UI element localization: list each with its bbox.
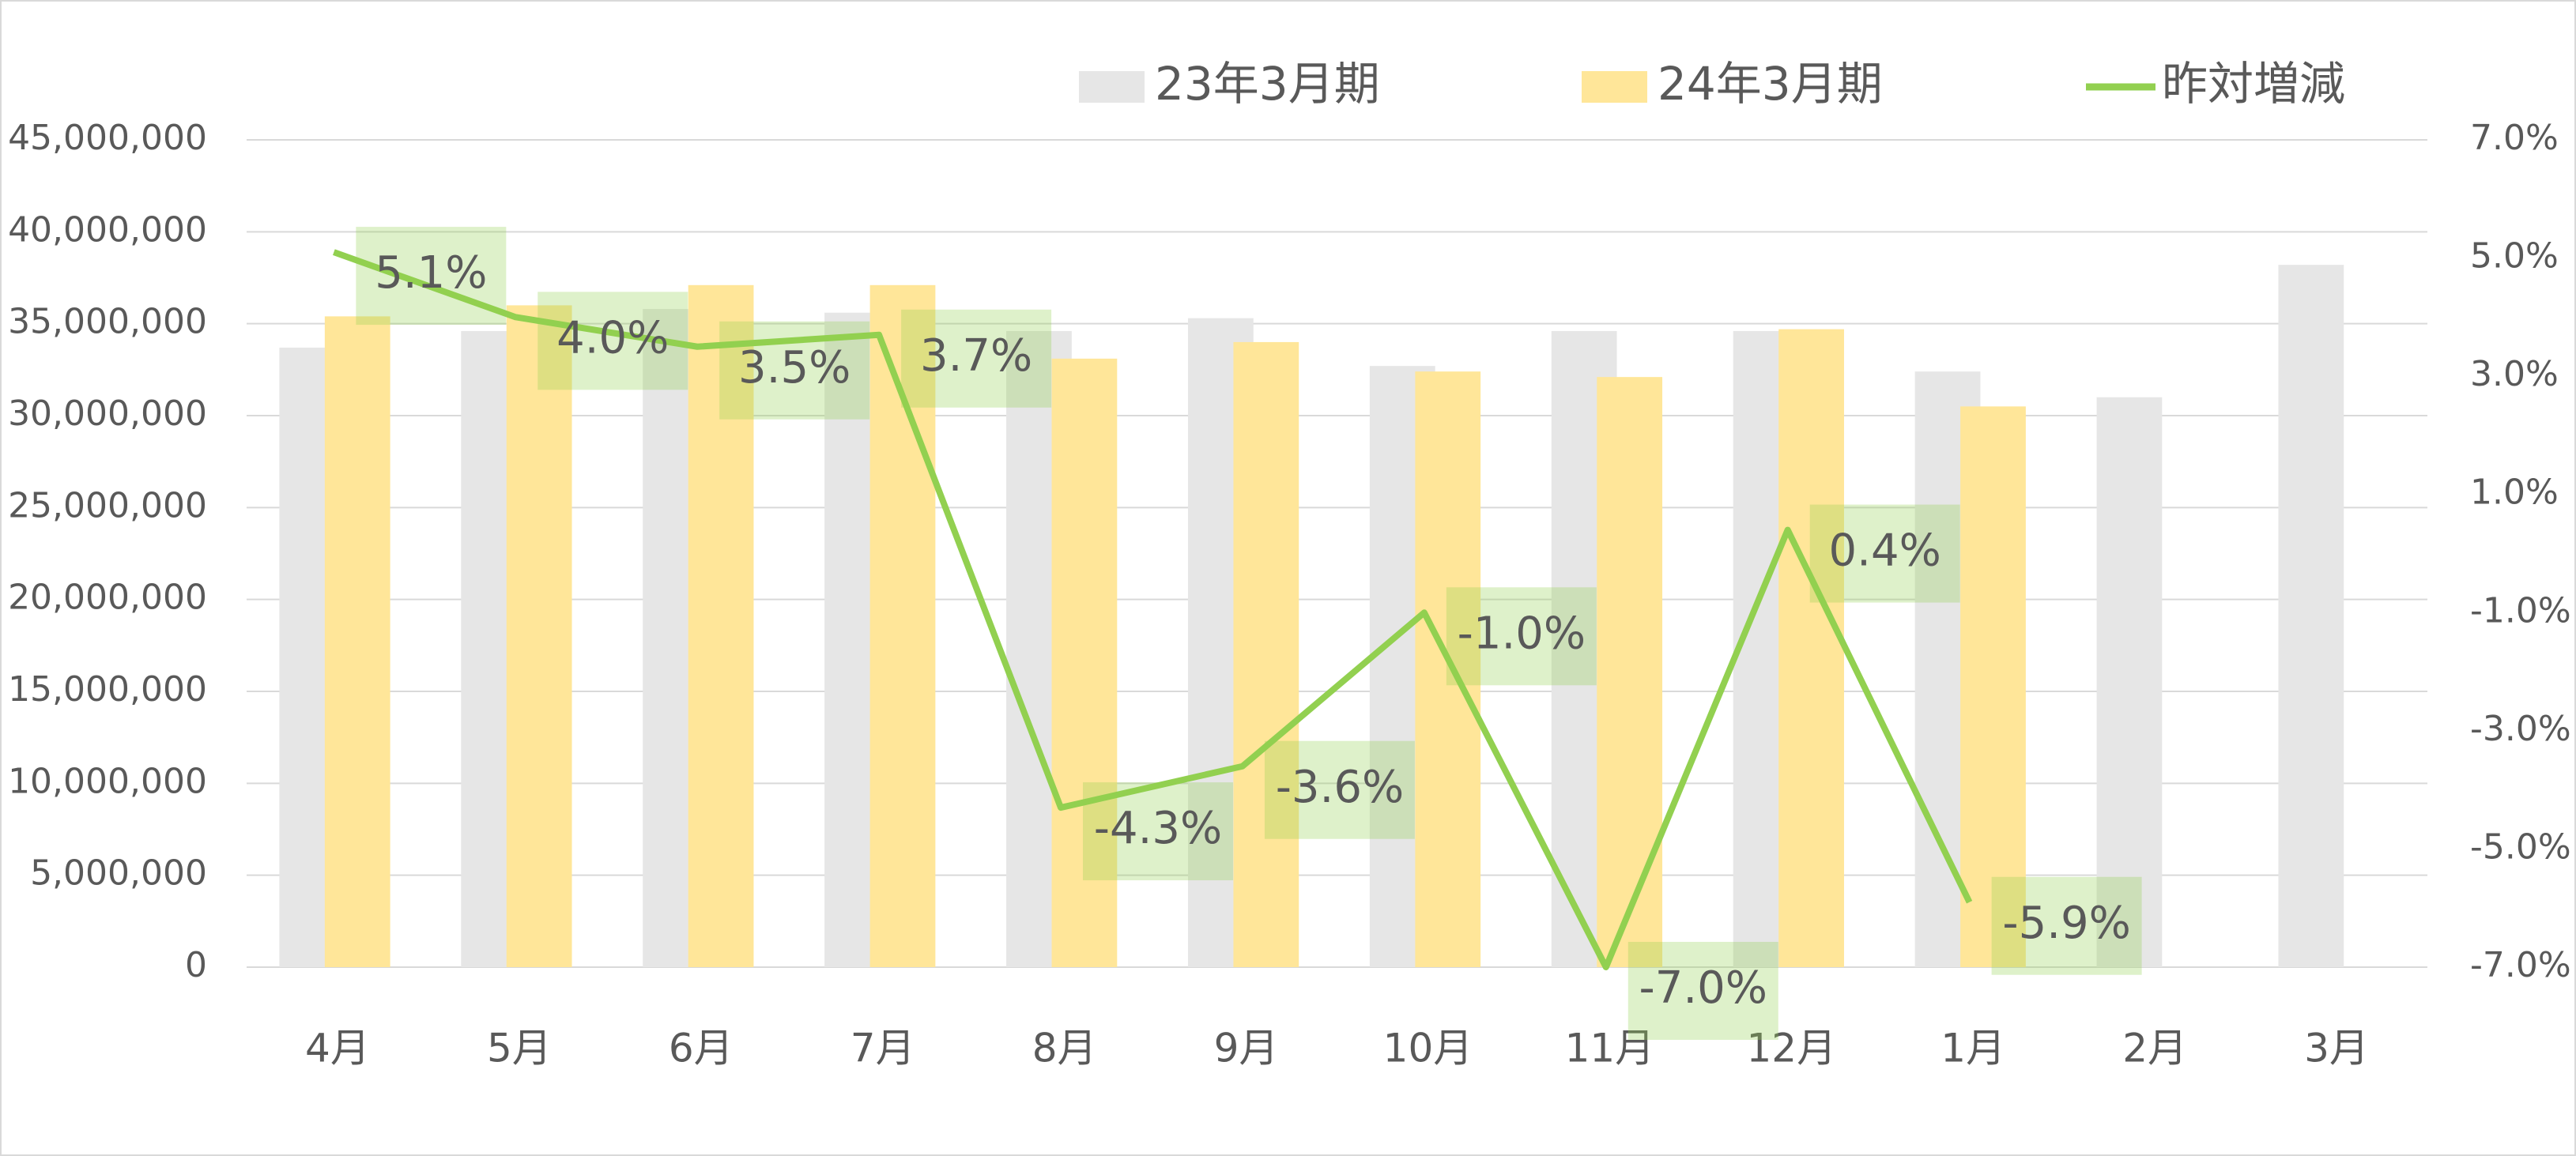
y2-tick-label: -7.0% (2470, 945, 2571, 985)
x-tick-label: 12月 (1746, 1026, 1836, 1071)
value-label-box (1627, 942, 1778, 1040)
y2-tick-label: -3.0% (2470, 709, 2571, 749)
value-label: -5.9% (2002, 898, 2130, 949)
x-tick-label: 3月 (2304, 1026, 2369, 1071)
y2-tick-label: 1.0% (2470, 473, 2559, 513)
value-label-box (1809, 504, 1960, 603)
value-label: 5.1% (375, 247, 487, 299)
y-tick-label: 25,000,000 (8, 485, 207, 525)
y2-tick-label: 3.0% (2470, 354, 2559, 394)
y-tick-label: 0 (185, 945, 207, 985)
value-label-box (1264, 740, 1415, 839)
value-label-box (537, 292, 688, 390)
y2-tick-label: 5.0% (2470, 236, 2559, 277)
bar (2096, 397, 2163, 967)
value-label-box (901, 309, 1052, 408)
x-tick-label: 10月 (1383, 1026, 1473, 1071)
y-tick-label: 5,000,000 (30, 853, 207, 894)
value-label: 3.7% (920, 330, 1032, 382)
value-label-box (1446, 587, 1597, 686)
y-tick-label: 30,000,000 (8, 393, 207, 434)
value-label: -1.0% (1458, 608, 1586, 659)
value-label-box (1991, 876, 2142, 975)
bar (1597, 377, 1663, 967)
legend-label: 昨対増減 (2162, 57, 2345, 111)
value-label: 0.4% (1829, 525, 1941, 577)
value-label-box (719, 321, 870, 420)
bar (324, 316, 390, 967)
value-label-box (356, 227, 507, 326)
legend-label: 23年3月期 (1155, 57, 1380, 111)
legend-label: 24年3月期 (1658, 57, 1883, 111)
bar (1960, 406, 2026, 967)
x-tick-label: 5月 (487, 1026, 552, 1071)
bar (1051, 358, 1118, 968)
legend-swatch (1079, 71, 1145, 103)
x-tick-label: 9月 (1214, 1026, 1279, 1071)
value-label: 3.5% (738, 342, 850, 393)
y-tick-label: 45,000,000 (8, 118, 207, 158)
y2-tick-label: 7.0% (2470, 118, 2559, 158)
y-tick-label: 15,000,000 (8, 669, 207, 710)
x-tick-label: 1月 (1940, 1026, 2005, 1071)
value-label: -4.3% (1094, 803, 1222, 854)
y2-tick-label: -1.0% (2470, 590, 2571, 631)
x-tick-label: 11月 (1565, 1026, 1655, 1071)
value-label: 4.0% (556, 312, 669, 363)
bar (688, 284, 754, 968)
y-tick-label: 40,000,000 (8, 209, 207, 250)
line (333, 249, 1973, 970)
x-tick-label: 2月 (2122, 1026, 2187, 1071)
bar (1233, 341, 1299, 967)
value-label: -3.6% (1276, 762, 1404, 813)
y-tick-label: 10,000,000 (8, 761, 207, 801)
x-tick-label: 8月 (1032, 1026, 1097, 1071)
legend-swatch (1582, 71, 1647, 103)
y-tick-label: 35,000,000 (8, 302, 207, 342)
y2-tick-label: -5.0% (2470, 827, 2571, 867)
bar (1415, 371, 1481, 967)
value-label-box (1083, 782, 1234, 881)
value-label: -7.0% (1639, 962, 1767, 1014)
bar (2278, 265, 2344, 967)
x-tick-label: 6月 (669, 1026, 734, 1071)
x-tick-label: 4月 (305, 1026, 370, 1071)
bar (1778, 329, 1844, 967)
x-tick-label: 7月 (850, 1026, 915, 1071)
y-tick-label: 20,000,000 (8, 578, 207, 618)
bar (506, 305, 572, 967)
